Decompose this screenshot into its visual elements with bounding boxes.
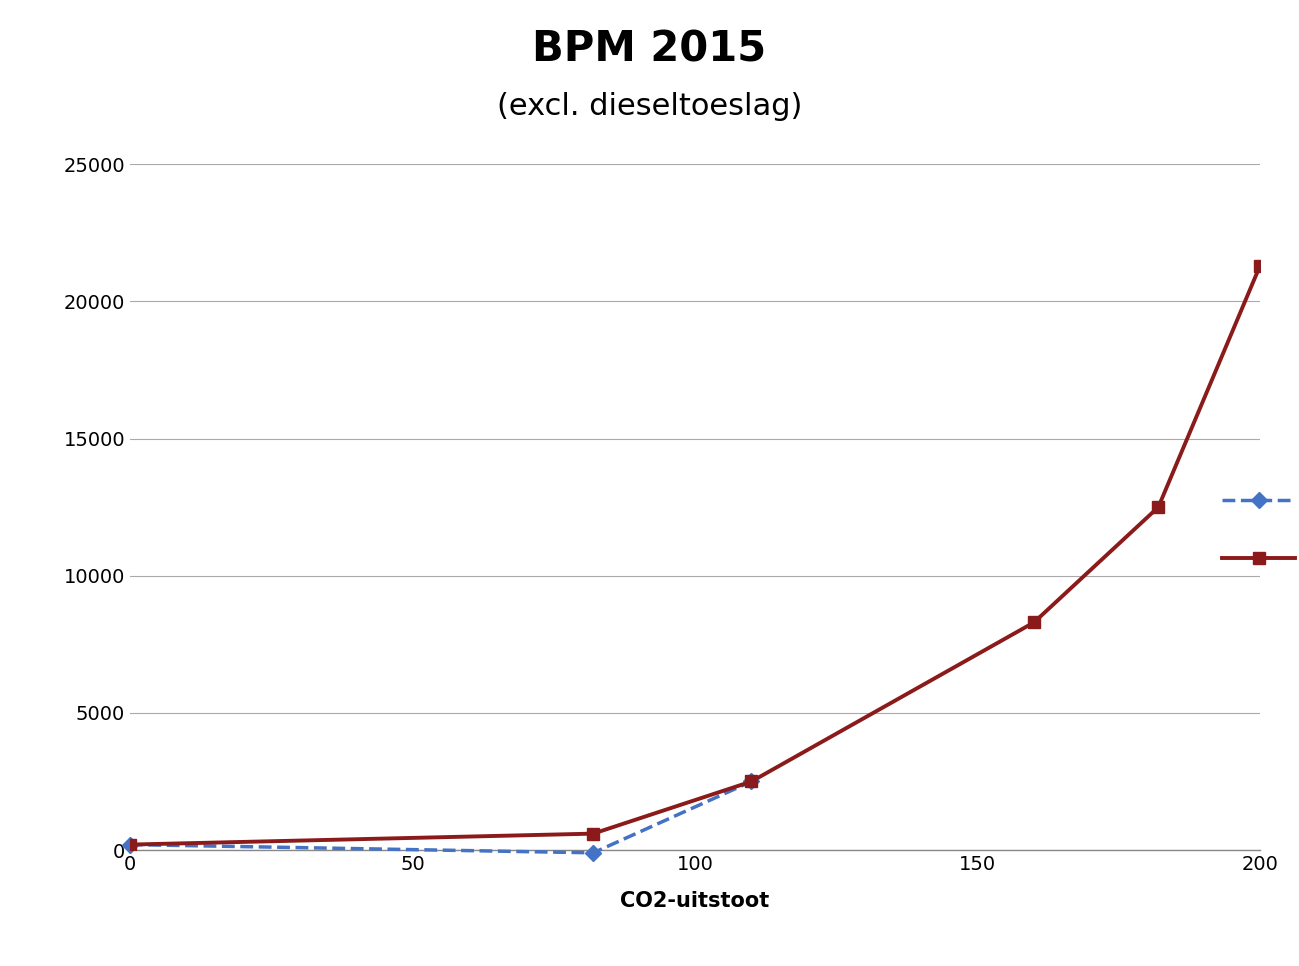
Line: BPM nieuw: BPM nieuw xyxy=(123,260,1267,851)
Text: (excl. dieseltoeslag): (excl. dieseltoeslag) xyxy=(496,92,803,121)
Line: BPM oud: BPM oud xyxy=(125,776,757,859)
BPM nieuw xyxy=(1026,616,1042,628)
Legend: BPM oud, BPM nieuw: BPM oud, BPM nieuw xyxy=(1215,483,1299,578)
BPM oud xyxy=(743,776,759,787)
BPM oud xyxy=(586,847,601,859)
BPM oud xyxy=(122,838,138,850)
BPM nieuw xyxy=(1151,501,1167,513)
X-axis label: CO2-uitstoot: CO2-uitstoot xyxy=(621,891,769,911)
Text: BPM 2015: BPM 2015 xyxy=(533,29,766,71)
BPM nieuw xyxy=(586,828,601,839)
BPM nieuw xyxy=(743,776,759,787)
BPM nieuw xyxy=(1252,260,1268,271)
BPM nieuw xyxy=(122,838,138,850)
